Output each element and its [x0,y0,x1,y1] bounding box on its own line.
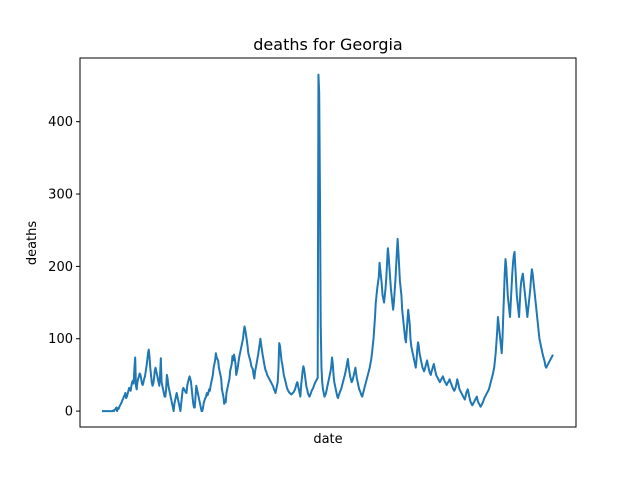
chart-title: deaths for Georgia [253,35,402,54]
series-line-deaths [101,73,554,413]
y-axis-label: deaths [25,221,40,266]
y-tick-label: 100 [48,332,73,347]
y-tick-label: 400 [48,115,73,130]
y-tick-label: 0 [65,405,73,420]
y-tick-label: 200 [48,260,73,275]
axes-frame [79,57,577,428]
y-tick-label: 300 [48,188,73,203]
x-axis-label: date [313,432,342,447]
y-axis: 0 100 200 300 400 [48,115,80,420]
